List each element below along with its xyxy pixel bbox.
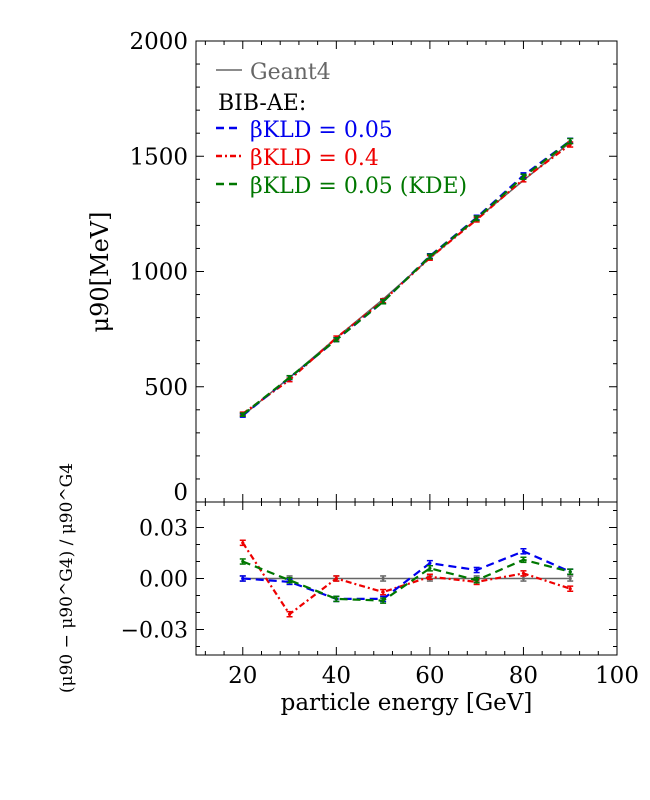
x-tick-label: 80 xyxy=(509,663,538,689)
legend-label: βKLD = 0.4 xyxy=(250,146,379,171)
data-point xyxy=(334,576,338,581)
data-point xyxy=(287,612,292,616)
data-point xyxy=(381,590,385,594)
ratio-y-tick-label: 0.03 xyxy=(139,517,188,542)
data-point xyxy=(241,559,245,564)
legend: Geant4 βKLD = 0.05 βKLD = 0.4 βKLD = 0.05 (… xyxy=(216,60,467,199)
series-line-ratio xyxy=(242,558,571,602)
legend-label: βKLD = 0.05 (KDE) xyxy=(250,174,467,199)
data-point xyxy=(287,375,292,380)
data-point xyxy=(568,587,572,591)
data-point xyxy=(568,139,572,143)
legend-group-label: BIB-AE: xyxy=(218,91,306,116)
x-tick-label: 100 xyxy=(595,663,639,689)
data-point xyxy=(287,578,292,582)
data-point xyxy=(475,216,479,220)
series-line-main xyxy=(242,140,571,416)
data-point xyxy=(428,575,432,579)
y-tick-label: 0 xyxy=(173,480,188,506)
data-point xyxy=(521,558,526,562)
data-point xyxy=(241,413,245,417)
x-axis-label: particle energy [GeV] xyxy=(281,690,533,716)
data-point xyxy=(381,576,385,581)
data-point xyxy=(241,541,245,545)
data-point xyxy=(241,576,245,581)
ratio-y-tick-label: 0.00 xyxy=(139,568,188,593)
x-tick-label: 60 xyxy=(415,663,444,689)
data-point xyxy=(475,578,479,582)
ratio-y-axis-label-text: (μ90 − μ90^G4) / μ90^G4 xyxy=(57,463,77,693)
data-point xyxy=(381,300,385,304)
y-axis-label: μ90[MeV] xyxy=(86,212,114,333)
data-point xyxy=(475,568,479,572)
y-tick-label: 1000 xyxy=(129,260,188,286)
y-tick-label: 2000 xyxy=(129,29,188,55)
data-point xyxy=(334,338,338,342)
data-point xyxy=(521,549,526,553)
x-tick-label: 40 xyxy=(322,663,351,689)
legend-label: βKLD = 0.05 xyxy=(250,118,393,143)
x-tick-label: 20 xyxy=(228,663,257,689)
data-point xyxy=(568,570,572,574)
data-point xyxy=(428,561,432,565)
data-point xyxy=(428,566,432,570)
legend-label: Geant4 xyxy=(250,60,331,85)
data-point xyxy=(521,571,526,576)
data-point xyxy=(521,175,526,179)
data-point xyxy=(428,254,432,259)
ratio-y-tick-label: −0.03 xyxy=(121,619,188,644)
data-point xyxy=(334,597,338,601)
data-point xyxy=(521,576,526,581)
y-tick-label: 500 xyxy=(144,375,188,401)
y-tick-label: 1500 xyxy=(129,144,188,170)
data-point xyxy=(381,599,385,603)
data-point xyxy=(568,576,572,581)
series-line-ratio xyxy=(242,550,571,601)
ratio-y-axis-label: (μ90 − μ90^G4) / μ90^G4 xyxy=(57,463,77,693)
